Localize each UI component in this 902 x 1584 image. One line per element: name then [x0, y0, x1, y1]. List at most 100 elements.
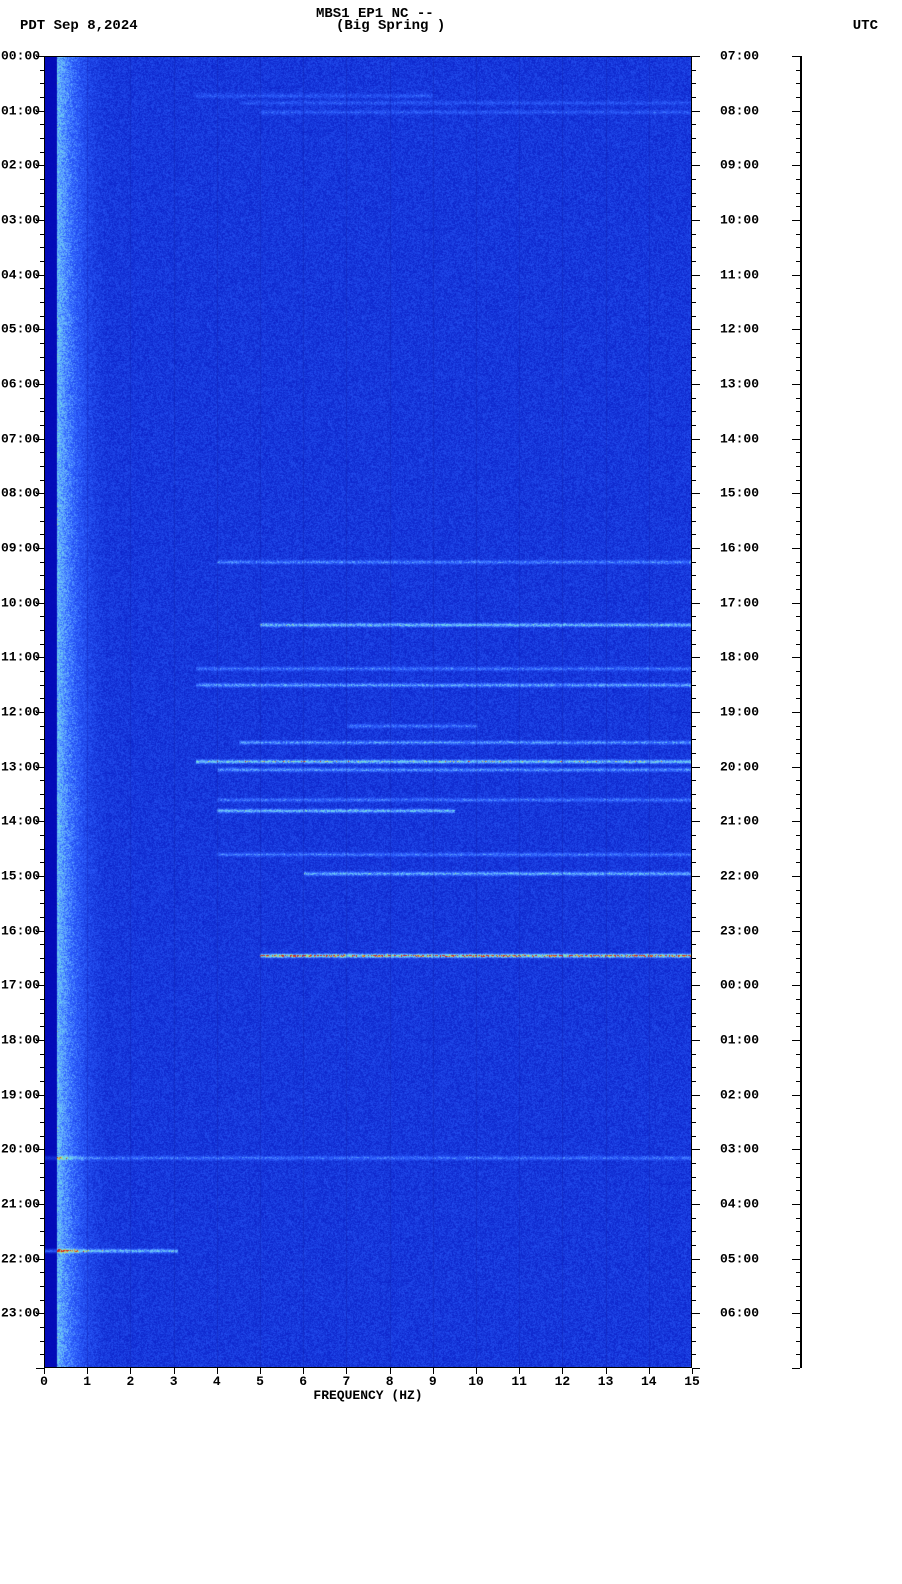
axis-tick [692, 876, 700, 877]
axis-tick [796, 1054, 800, 1055]
axis-tick [40, 425, 44, 426]
axis-tick [796, 521, 800, 522]
axis-tick [36, 329, 44, 330]
axis-tick [40, 206, 44, 207]
axis-tick [692, 193, 696, 194]
xaxis-tick-label: 15 [684, 1374, 700, 1389]
axis-tick [792, 165, 800, 166]
axis-tick [692, 425, 696, 426]
axis-tick [692, 111, 700, 112]
yaxis-right-label: 16:00 [720, 541, 764, 556]
axis-tick [792, 220, 800, 221]
axis-tick [792, 275, 800, 276]
yaxis-right-label: 23:00 [720, 923, 764, 938]
yaxis-left-label: 10:00 [0, 595, 40, 610]
axis-tick [796, 589, 800, 590]
axis-tick [796, 685, 800, 686]
axis-tick [792, 493, 800, 494]
axis-tick [40, 808, 44, 809]
axis-tick [796, 1081, 800, 1082]
axis-tick [796, 343, 800, 344]
axis-tick [36, 712, 44, 713]
axis-tick [36, 1368, 44, 1369]
axis-tick [796, 903, 800, 904]
axis-tick [692, 1177, 696, 1178]
axis-tick [792, 439, 800, 440]
yaxis-right-label: 14:00 [720, 431, 764, 446]
spectrogram-plot [44, 56, 692, 1368]
xaxis-tick-label: 12 [555, 1374, 571, 1389]
yaxis-right-label: 20:00 [720, 759, 764, 774]
axis-tick [40, 1081, 44, 1082]
xaxis-tick-label: 2 [126, 1374, 134, 1389]
axis-tick [692, 1231, 696, 1232]
axis-tick [792, 548, 800, 549]
axis-tick [792, 1204, 800, 1205]
axis-tick [792, 821, 800, 822]
axis-tick [692, 931, 700, 932]
yaxis-right-label: 09:00 [720, 158, 764, 173]
axis-tick [796, 425, 800, 426]
axis-tick [692, 794, 696, 795]
axis-tick [40, 97, 44, 98]
axis-tick [40, 70, 44, 71]
axis-tick [796, 780, 800, 781]
axis-tick [40, 507, 44, 508]
yaxis-left-label: 11:00 [0, 650, 40, 665]
axis-tick [692, 234, 696, 235]
axis-tick [692, 1040, 700, 1041]
axis-tick [796, 890, 800, 891]
yaxis-right-label: 21:00 [720, 814, 764, 829]
axis-tick [796, 124, 800, 125]
axis-tick [692, 562, 696, 563]
axis-tick [36, 1313, 44, 1314]
yaxis-right-label: 22:00 [720, 869, 764, 884]
axis-tick [692, 1067, 696, 1068]
axis-tick [692, 97, 696, 98]
axis-tick [40, 1177, 44, 1178]
axis-tick [36, 1149, 44, 1150]
axis-tick [40, 794, 44, 795]
axis-tick [40, 562, 44, 563]
axis-tick [40, 1300, 44, 1301]
axis-tick [692, 534, 696, 535]
yaxis-left-label: 21:00 [0, 1197, 40, 1212]
axis-tick [692, 1313, 700, 1314]
axis-tick [36, 821, 44, 822]
axis-tick [692, 1204, 700, 1205]
axis-tick [796, 247, 800, 248]
axis-tick [40, 138, 44, 139]
axis-tick [796, 1136, 800, 1137]
axis-tick [692, 685, 696, 686]
axis-tick [692, 179, 696, 180]
axis-tick [796, 1341, 800, 1342]
yaxis-left-label: 14:00 [0, 814, 40, 829]
axis-tick [40, 466, 44, 467]
axis-tick [796, 630, 800, 631]
axis-tick [796, 1177, 800, 1178]
axis-tick [692, 917, 696, 918]
axis-tick [692, 1054, 696, 1055]
header-left-tz-date: PDT Sep 8,2024 [20, 18, 138, 34]
axis-tick [40, 849, 44, 850]
axis-tick [796, 507, 800, 508]
axis-tick [692, 944, 696, 945]
axis-tick [36, 985, 44, 986]
xaxis-tick-label: 11 [511, 1374, 527, 1389]
axis-tick [692, 329, 700, 330]
axis-tick [796, 452, 800, 453]
axis-tick [796, 1190, 800, 1191]
xaxis-tick-label: 8 [386, 1374, 394, 1389]
axis-tick [40, 247, 44, 248]
axis-tick [692, 165, 700, 166]
axis-tick [796, 1013, 800, 1014]
axis-tick [692, 589, 696, 590]
axis-tick [40, 1231, 44, 1232]
axis-tick [692, 1368, 700, 1369]
yaxis-right-label: 11:00 [720, 267, 764, 282]
axis-tick [692, 124, 696, 125]
axis-tick [796, 794, 800, 795]
axis-tick [692, 302, 696, 303]
axis-tick [796, 1272, 800, 1273]
axis-tick [796, 1245, 800, 1246]
